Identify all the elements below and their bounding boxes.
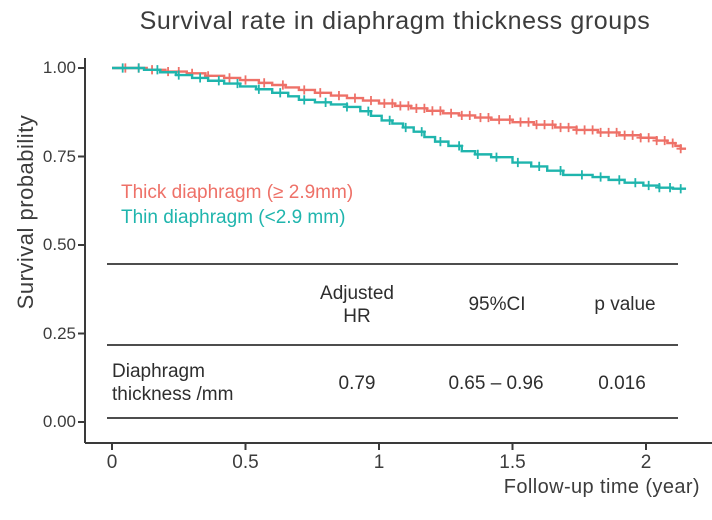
table-header-p-value: p value	[594, 294, 656, 315]
table-rule-middle	[107, 344, 678, 346]
curve-thin	[112, 66, 687, 190]
table-header-adjusted-hr: Adjusted HR	[320, 283, 394, 327]
curve-thick	[112, 66, 687, 150]
y-tick-label: 0.75	[42, 146, 76, 166]
table-row-label-diaphragm-thickness: Diaphragm thickness /mm	[112, 361, 234, 405]
table-rule-top	[107, 263, 678, 265]
legend-item-thick-diaphragm: Thick diaphragm (≥ 2.9mm)	[121, 182, 354, 203]
table-header-95ci: 95%CI	[468, 294, 526, 315]
y-tick-label: 0.00	[42, 412, 76, 431]
x-tick-label: 0	[106, 452, 118, 473]
table-value-p: 0.016	[598, 373, 646, 394]
y-tick-label: 0.25	[42, 323, 76, 343]
x-tick-label: 1	[373, 452, 385, 473]
x-axis-title: Follow-up time (year)	[503, 476, 700, 498]
y-axis-title: Survival probability	[13, 114, 38, 310]
chart-title: Survival rate in diaphragm thickness gro…	[139, 7, 651, 35]
y-tick-label: 0.50	[42, 235, 76, 254]
x-tick-label: 1.5	[499, 452, 526, 473]
legend-item-thin-diaphragm: Thin diaphragm (<2.9 mm)	[121, 207, 346, 228]
censor-marks-thin	[118, 63, 685, 194]
x-tick-label: 2	[640, 452, 652, 473]
x-tick-label: 0.5	[232, 452, 259, 473]
table-value-hr: 0.79	[338, 373, 376, 394]
y-tick-label: 1.00	[42, 58, 76, 77]
legend: Thick diaphragm (≥ 2.9mm) Thin diaphragm…	[121, 180, 353, 230]
table-rule-bottom	[107, 417, 678, 419]
table-value-ci: 0.65 – 0.96	[448, 373, 544, 394]
